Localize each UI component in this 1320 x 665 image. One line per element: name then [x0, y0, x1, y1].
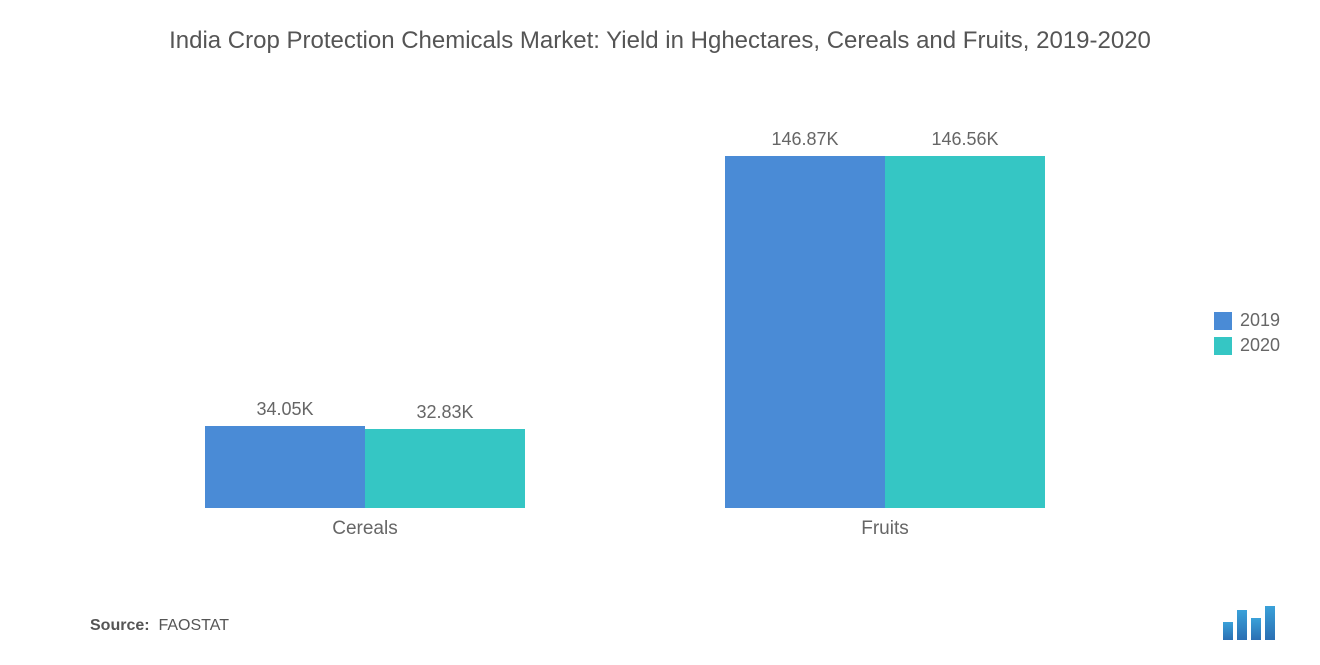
- bar: [205, 426, 365, 508]
- logo-bar: [1265, 606, 1275, 640]
- bar-wrap: 146.87K: [725, 129, 885, 508]
- logo-bar: [1223, 622, 1233, 640]
- bar: [885, 156, 1045, 508]
- category-label: Cereals: [332, 518, 397, 540]
- bar-value-label: 34.05K: [205, 399, 365, 420]
- bar-group: 34.05K32.83K Cereals: [205, 399, 525, 540]
- bar-wrap: 34.05K: [205, 399, 365, 508]
- source-attribution: Source: FAOSTAT: [90, 617, 229, 635]
- legend-swatch: [1214, 312, 1232, 330]
- bar-value-label: 146.56K: [885, 129, 1045, 150]
- source-text: FAOSTAT: [158, 617, 229, 634]
- bar: [365, 429, 525, 508]
- bar-wrap: 32.83K: [365, 402, 525, 508]
- bar-pair: 146.87K146.56K: [725, 129, 1045, 508]
- logo-bar: [1251, 618, 1261, 640]
- chart-title: India Crop Protection Chemicals Market: …: [0, 0, 1320, 57]
- bar-value-label: 32.83K: [365, 402, 525, 423]
- logo-bar: [1237, 610, 1247, 640]
- legend-label: 2019: [1240, 310, 1280, 331]
- legend-label: 2020: [1240, 335, 1280, 356]
- bar-wrap: 146.56K: [885, 129, 1045, 508]
- legend-item: 2019: [1214, 310, 1280, 331]
- category-label: Fruits: [861, 518, 909, 540]
- legend-item: 2020: [1214, 335, 1280, 356]
- chart-plot-area: 34.05K32.83KCereals146.87K146.56KFruits: [100, 140, 1150, 540]
- bar-pair: 34.05K32.83K: [205, 399, 525, 508]
- brand-logo: [1223, 606, 1275, 640]
- source-prefix: Source:: [90, 617, 150, 634]
- bar-group: 146.87K146.56K Fruits: [725, 129, 1045, 540]
- bar: [725, 156, 885, 508]
- legend: 2019 2020: [1214, 310, 1280, 360]
- bar-value-label: 146.87K: [725, 129, 885, 150]
- legend-swatch: [1214, 337, 1232, 355]
